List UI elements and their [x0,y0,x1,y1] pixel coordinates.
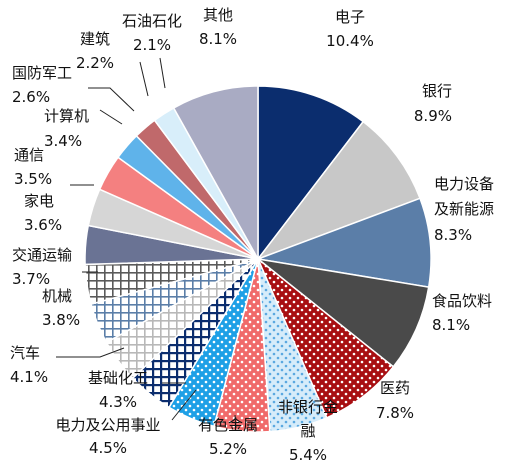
leader-line-14 [99,109,123,125]
slice-label-17: 石油石化 2.1% [122,12,182,54]
slice-label-12: 家电 3.6% [24,192,62,234]
slice-label-0: 电子 10.4% [326,8,374,50]
pie-slice-3 [255,257,430,368]
pie-slice-2 [255,197,432,289]
leader-line-6 [234,414,237,429]
slice-label-13: 通信 3.5% [14,146,52,188]
slice-label-2: 电力设备及新能源 8.3% [434,175,494,244]
slice-label-10: 机械 3.8% [42,287,80,329]
slice-label-3: 食品饮料 8.1% [432,292,492,334]
slice-label-16: 建筑 2.2% [76,30,114,72]
slice-label-1: 银行 8.9% [414,82,452,125]
leader-line-9 [56,347,125,358]
slice-label-14: 计算机 3.4% [44,107,89,150]
leader-line-16 [139,61,149,97]
slice-label-5: 非银行金融 5.4% [278,398,338,464]
slice-label-18: 其他 8.1% [199,6,237,48]
leader-line-17 [159,57,166,89]
pie-slices [84,85,432,433]
slice-label-8: 基础化工 4.3% [88,369,148,411]
slice-label-4: 医药 7.8% [376,379,414,422]
slice-label-7: 电力及公用事业 4.5% [55,416,160,457]
leader-line-15 [88,87,135,112]
pie-slice-1 [255,120,421,261]
leader-line-7 [171,389,197,421]
slice-label-11: 交通运输 3.7% [12,246,72,288]
slice-label-9: 汽车 4.1% [10,344,48,386]
slice-label-6: 有色金属 5.2% [198,416,258,458]
slice-labels: 电子 10.4% 银行 8.9% 电力设备及新能源 8.3% 食品饮料 8.1% 医药 7.8% 非… [10,6,494,464]
leader-lines [56,57,237,429]
pie-slice-0 [257,85,365,262]
pie-slice-18 [172,85,259,262]
slice-label-15: 国防军工 2.6% [12,64,72,106]
